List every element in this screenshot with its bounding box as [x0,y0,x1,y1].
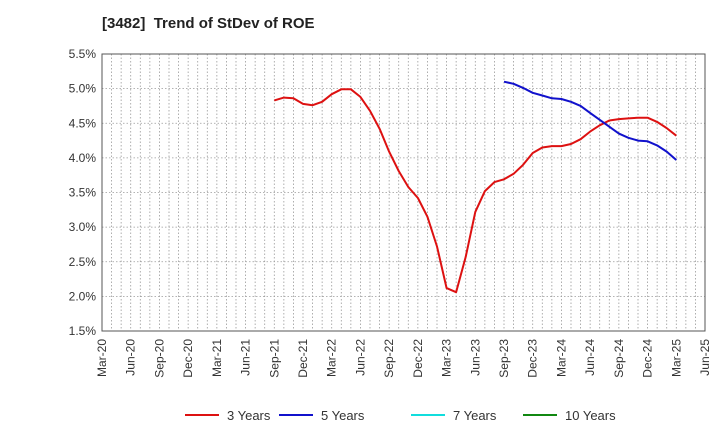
x-tick-label: Jun-24 [583,339,597,376]
x-tick-label: Dec-22 [411,339,425,378]
legend-label: 3 Years [227,407,271,423]
legend-item: 7 Years [411,405,496,425]
legend-label: 5 Years [321,407,365,423]
legend-item: 10 Years [523,405,616,425]
x-tick-label: Dec-20 [181,339,195,378]
legend-swatch [411,414,445,416]
x-tick-label: Mar-24 [554,339,568,377]
y-tick-label: 4.5% [69,116,97,130]
x-tick-label: Sep-24 [612,339,626,378]
y-tick-label: 3.0% [69,220,97,234]
legend-swatch [523,414,557,416]
x-tick-label: Mar-20 [95,339,109,377]
x-tick-label: Dec-24 [641,339,655,378]
x-tick-label: Jun-25 [698,339,712,376]
series-line-5-years [503,80,677,161]
y-tick-label: 2.5% [69,255,97,269]
legend-swatch [185,414,219,416]
x-tick-label: Mar-23 [440,339,454,377]
legend-label: 7 Years [453,407,497,423]
x-tick-label: Sep-21 [267,339,281,378]
legend-label: 10 Years [565,407,616,423]
chart-title: [3482] Trend of StDev of ROE [102,15,315,32]
legend-swatch [279,414,313,416]
x-tick-label: Jun-23 [468,339,482,376]
y-tick-label: 2.0% [69,289,97,303]
legend-item: 5 Years [279,405,364,425]
x-tick-label: Jun-21 [239,339,253,376]
x-tick-label: Mar-22 [325,339,339,377]
x-tick-label: Sep-22 [382,339,396,378]
y-tick-label: 3.5% [69,186,97,200]
legend-item: 3 Years [185,405,270,425]
y-tick-label: 1.5% [69,324,97,338]
y-tick-label: 4.0% [69,151,97,165]
x-tick-label: Sep-23 [497,339,511,378]
x-tick-label: Sep-20 [152,339,166,378]
x-tick-label: Mar-25 [669,339,683,377]
x-tick-label: Dec-21 [296,339,310,378]
x-tick-label: Mar-21 [210,339,224,377]
x-tick-label: Dec-23 [526,339,540,378]
plot-area-frame [101,53,706,332]
y-tick-label: 5.5% [69,47,97,61]
y-tick-label: 5.0% [69,82,97,96]
x-tick-label: Jun-20 [124,339,138,376]
series-line-3-years [274,88,677,294]
x-tick-label: Jun-22 [353,339,367,376]
chart-legend: 3 Years 5 Years 7 Years 10 Years [0,405,720,427]
